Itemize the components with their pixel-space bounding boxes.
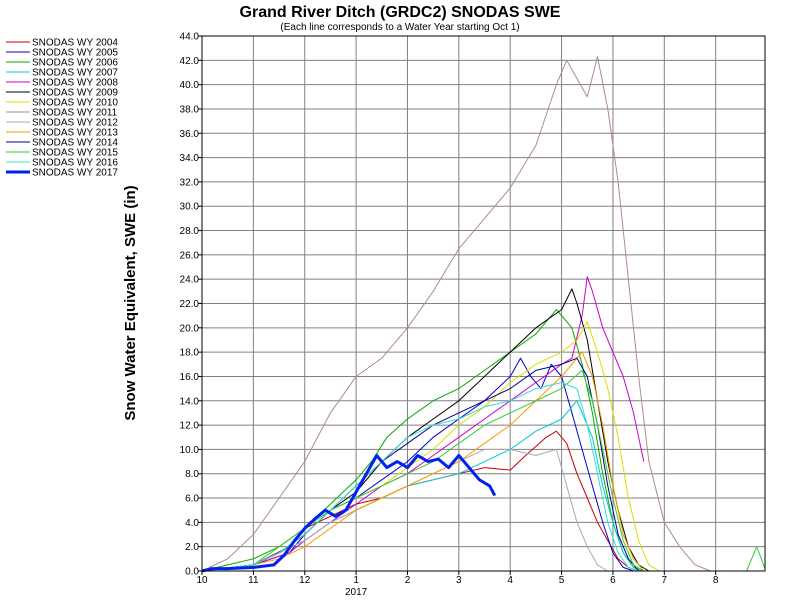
y-tick-label: 0.0 — [185, 567, 199, 578]
x-tick-label: 4 — [507, 575, 513, 586]
y-tick-label: 24.0 — [180, 275, 200, 286]
y-tick-label: 32.0 — [180, 177, 200, 188]
legend-label: SNODAS WY 2005 — [32, 48, 118, 59]
y-tick-label: 34.0 — [180, 153, 200, 164]
series-line-snodas-wy-2013 — [201, 351, 645, 572]
x-tick-label: 11 — [248, 575, 259, 586]
x-tick-label: 5 — [559, 575, 565, 586]
legend-label: SNODAS WY 2011 — [32, 108, 118, 119]
y-tick-label: 4.0 — [185, 518, 199, 529]
y-tick-label: 18.0 — [180, 348, 200, 359]
x-tick-label: 8 — [713, 575, 719, 586]
y-tick-label: 22.0 — [180, 299, 200, 310]
y-axis-label: Snow Water Equivalent, SWE (in) — [122, 185, 139, 420]
legend-label: SNODAS WY 2016 — [32, 158, 118, 169]
legend-label: SNODAS WY 2006 — [32, 58, 118, 69]
y-tick-label: 44.0 — [180, 32, 200, 43]
series-line-snodas-wy-2016 — [201, 382, 639, 572]
legend-label: SNODAS WY 2007 — [32, 68, 118, 79]
legend-label: SNODAS WY 2013 — [32, 128, 118, 139]
y-tick-label: 8.0 — [185, 469, 199, 480]
legend-label: SNODAS WY 2008 — [32, 78, 118, 89]
plot-frame — [201, 35, 766, 572]
y-tick-label: 10.0 — [180, 445, 200, 456]
x-tick-label: 2 — [405, 575, 411, 586]
y-tick-label: 2.0 — [185, 542, 199, 553]
y-tick-label: 40.0 — [180, 80, 200, 91]
chart-subtitle: (Each line corresponds to a Water Year s… — [280, 22, 519, 33]
legend-label: SNODAS WY 2015 — [32, 148, 118, 159]
plot-area: 0.0 2.0 4.0 6.0 8.0 10.0 12.0 14.0 16.0 18.0 20.0 2… — [180, 32, 766, 598]
legend-label: SNODAS WY 2017 — [32, 168, 118, 179]
legend-label: SNODAS WY 2014 — [32, 138, 118, 149]
series-line-snodas-wy-2004 — [201, 430, 639, 572]
y-tick-label: 20.0 — [180, 323, 200, 334]
y-tick-label: 14.0 — [180, 396, 200, 407]
x-tick-label: 7 — [662, 575, 668, 586]
y-tick-label: 42.0 — [180, 56, 200, 67]
x-tick-label: 6 — [610, 575, 616, 586]
legend-label: SNODAS WY 2010 — [32, 98, 118, 109]
series-line-snodas-wy-2011 — [201, 56, 711, 572]
y-tick-label: 16.0 — [180, 372, 200, 383]
x-tick-label: 3 — [456, 575, 462, 586]
series-line-snodas-wy-2015 — [201, 369, 765, 572]
legend-label: SNODAS WY 2004 — [32, 38, 118, 49]
y-tick-label: 36.0 — [180, 129, 200, 140]
x-year-label: 2017 — [345, 587, 368, 598]
x-tick-label: 12 — [299, 575, 311, 586]
y-tick-label: 38.0 — [180, 104, 200, 115]
x-tick-label: 10 — [196, 575, 208, 586]
legend-label: SNODAS WY 2009 — [32, 88, 118, 99]
x-tick-label: 1 — [353, 575, 359, 586]
y-tick-label: 6.0 — [185, 494, 199, 505]
series-line-snodas-wy-2017 — [201, 454, 497, 573]
y-tick-label: 26.0 — [180, 250, 200, 261]
y-tick-label: 28.0 — [180, 226, 200, 237]
y-tick-label: 12.0 — [180, 421, 200, 432]
chart-title: Grand River Ditch (GRDC2) SNODAS SWE — [240, 4, 561, 21]
legend-label: SNODAS WY 2012 — [32, 118, 118, 129]
y-tick-label: 30.0 — [180, 202, 200, 213]
